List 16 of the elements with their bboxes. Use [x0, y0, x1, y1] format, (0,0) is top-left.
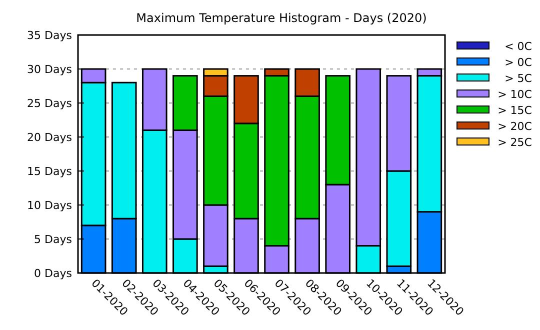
- y-tick-label: 15 Days: [27, 164, 72, 178]
- y-tick-label: 30 Days: [27, 62, 72, 76]
- legend-label: > 5C: [504, 72, 532, 85]
- y-tick-label: 35 Days: [27, 28, 72, 42]
- y-tick-label: 5 Days: [34, 232, 72, 246]
- legend-label: > 0C: [504, 56, 532, 69]
- y-tick-label: 20 Days: [27, 130, 72, 144]
- legend-label: > 20C: [498, 120, 532, 133]
- y-tick-label: 0 Days: [34, 266, 72, 280]
- chart-title: Maximum Temperature Histogram - Days (2020): [136, 11, 427, 25]
- legend-label: < 0C: [504, 40, 532, 53]
- y-tick-label: 10 Days: [27, 198, 72, 212]
- legend-label: > 10C: [498, 88, 532, 101]
- y-tick-label: 25 Days: [27, 96, 72, 110]
- legend-label: > 15C: [498, 104, 532, 117]
- legend-label: > 25C: [498, 136, 532, 149]
